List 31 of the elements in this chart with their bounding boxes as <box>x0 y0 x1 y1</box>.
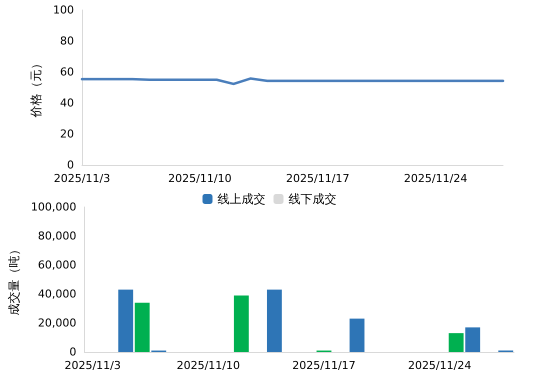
x-tick-label: 2025/11/3 <box>54 172 110 185</box>
y-tick-label: 40,000 <box>38 288 76 300</box>
y-tick-label: 80 <box>60 34 74 48</box>
x-tick-label: 2025/11/3 <box>64 359 121 372</box>
bar <box>234 295 249 352</box>
y-axis-title: 价格（元） <box>29 58 44 118</box>
y-tick-label: 60 <box>60 66 74 78</box>
bar <box>448 333 464 352</box>
bar <box>266 290 282 352</box>
x-tick-label: 2025/11/17 <box>286 172 350 185</box>
y-tick-label: 40 <box>60 96 74 110</box>
legend-label: 线上成交 <box>218 192 266 206</box>
bar <box>134 302 150 352</box>
y-tick-label: 100,000 <box>30 200 76 214</box>
y-tick-label: 20,000 <box>38 316 76 330</box>
bar <box>350 318 364 352</box>
bar <box>118 290 134 352</box>
y-tick-label: 60,000 <box>38 258 76 272</box>
x-tick-label: 2025/11/24 <box>404 172 468 185</box>
y-axis-title: 成交量（吨） <box>7 244 21 316</box>
y-tick-label: 80,000 <box>38 230 76 242</box>
x-tick-label: 2025/11/10 <box>176 359 240 372</box>
legend-label: 线下成交 <box>288 192 336 206</box>
bar <box>465 327 480 352</box>
y-tick-label: 100 <box>53 4 74 16</box>
x-tick-label: 2025/11/24 <box>408 359 472 372</box>
y-tick-label: 0 <box>69 346 76 358</box>
x-tick-label: 2025/11/17 <box>292 359 356 372</box>
x-tick-label: 2025/11/10 <box>168 172 232 185</box>
y-tick-label: 0 <box>67 158 74 172</box>
y-tick-label: 20 <box>60 128 74 140</box>
